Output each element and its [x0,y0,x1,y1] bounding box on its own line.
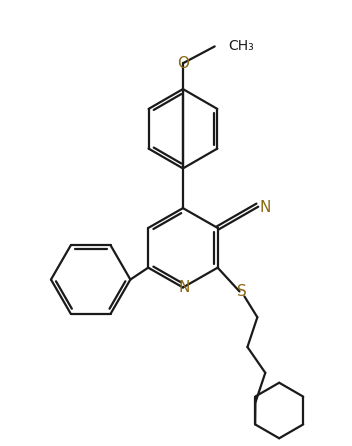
Text: O: O [177,56,189,71]
Text: N: N [260,200,271,215]
Text: CH₃: CH₃ [228,39,254,54]
Text: S: S [237,284,246,299]
Text: N: N [178,280,190,295]
